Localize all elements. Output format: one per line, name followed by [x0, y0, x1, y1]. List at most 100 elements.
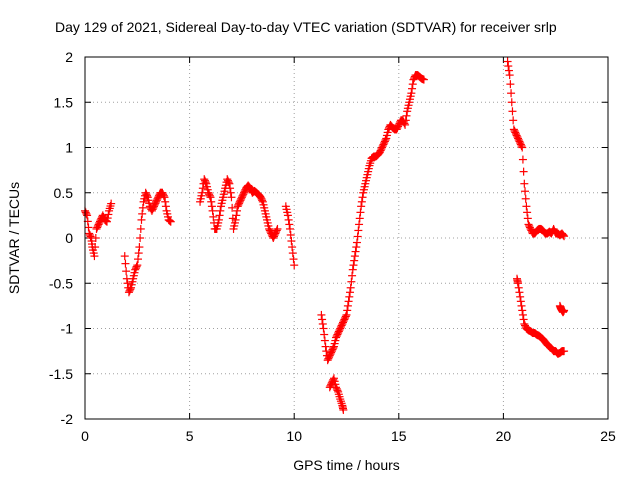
- data-point: [91, 243, 100, 252]
- data-point: [226, 188, 235, 197]
- data-point: [123, 279, 132, 288]
- series-segment-6: [325, 374, 348, 414]
- data-point: [104, 210, 113, 219]
- data-point: [286, 230, 295, 239]
- data-point: [216, 206, 225, 215]
- data-point: [137, 215, 146, 224]
- data-point: [83, 211, 92, 220]
- data-point: [407, 89, 416, 98]
- data-point: [408, 84, 417, 93]
- data-point: [232, 211, 241, 220]
- series-segment-1: [81, 199, 116, 261]
- data-point: [207, 197, 216, 206]
- data-point: [138, 209, 147, 218]
- data-point: [358, 193, 367, 202]
- data-point: [159, 191, 168, 200]
- data-point: [286, 224, 295, 233]
- data-point: [166, 217, 175, 226]
- data-point: [514, 283, 523, 292]
- data-point: [559, 231, 568, 240]
- chart-title: Day 129 of 2021, Sidereal Day-to-day VTE…: [55, 19, 557, 35]
- data-point: [285, 220, 294, 229]
- data-point: [504, 62, 513, 71]
- data-point: [136, 234, 145, 242]
- grid: [85, 57, 608, 419]
- series-segment-9: [555, 301, 569, 317]
- data-point: [345, 288, 354, 297]
- data-point: [518, 143, 527, 152]
- data-point: [225, 179, 234, 188]
- y-tick-label: 1: [65, 140, 73, 156]
- x-tick-label: 25: [600, 428, 616, 444]
- data-point: [337, 399, 346, 408]
- data-point: [138, 203, 147, 212]
- series-segment-5: [317, 71, 428, 365]
- data-point: [126, 285, 135, 294]
- data-point: [284, 215, 293, 224]
- y-tick-label: -1: [61, 321, 74, 337]
- data-point: [90, 252, 99, 261]
- data-point: [351, 247, 360, 256]
- data-point: [290, 261, 299, 270]
- data-point: [347, 277, 356, 286]
- data-point: [107, 199, 116, 208]
- data-point: [205, 191, 214, 200]
- data-point: [518, 306, 527, 315]
- data-point: [283, 211, 292, 220]
- data-point: [329, 375, 338, 384]
- data-point: [319, 324, 328, 333]
- data-point: [289, 255, 298, 264]
- x-tick-label: 10: [286, 428, 302, 444]
- plot-frame: [84, 56, 609, 420]
- data-point: [320, 336, 329, 345]
- data-point: [357, 202, 366, 211]
- data-point: [353, 232, 362, 241]
- data-point: [135, 243, 144, 252]
- data-point: [320, 330, 329, 339]
- data-point: [198, 184, 207, 193]
- data-point: [402, 111, 411, 120]
- data-point: [345, 292, 354, 301]
- data-point: [233, 206, 242, 215]
- data-point: [519, 167, 528, 176]
- data-point: [521, 194, 530, 203]
- data-point: [321, 342, 330, 351]
- data-point: [520, 179, 529, 188]
- data-point: [514, 279, 523, 288]
- data-point: [206, 193, 215, 202]
- data-point: [143, 191, 152, 200]
- data-point: [120, 252, 129, 261]
- data-point: [517, 141, 526, 150]
- data-point: [134, 249, 143, 258]
- data-point: [161, 202, 170, 211]
- data-point: [509, 116, 518, 125]
- series-segment-3: [196, 175, 282, 242]
- data-point: [318, 315, 327, 324]
- data-point: [258, 196, 267, 205]
- data-point: [201, 178, 210, 187]
- data-point: [84, 223, 93, 232]
- data-point: [348, 265, 357, 274]
- y-tick-label: 0: [65, 230, 73, 246]
- data-point: [401, 116, 410, 125]
- data-point: [318, 319, 327, 328]
- data-point: [132, 262, 141, 271]
- data-point: [208, 206, 217, 215]
- data-point: [165, 216, 174, 225]
- data-point: [272, 226, 281, 235]
- data-point: [348, 271, 357, 280]
- data-point: [560, 306, 569, 315]
- data-point: [505, 71, 514, 80]
- data-point: [355, 220, 364, 229]
- data-point: [560, 232, 569, 241]
- data-point: [558, 230, 567, 239]
- data-point: [341, 312, 350, 321]
- data-point: [102, 217, 111, 226]
- data-point: [215, 211, 224, 220]
- data-point: [560, 347, 569, 356]
- data-point: [339, 405, 348, 414]
- data-point: [522, 202, 531, 211]
- data-point: [507, 89, 516, 98]
- data-point: [103, 214, 112, 223]
